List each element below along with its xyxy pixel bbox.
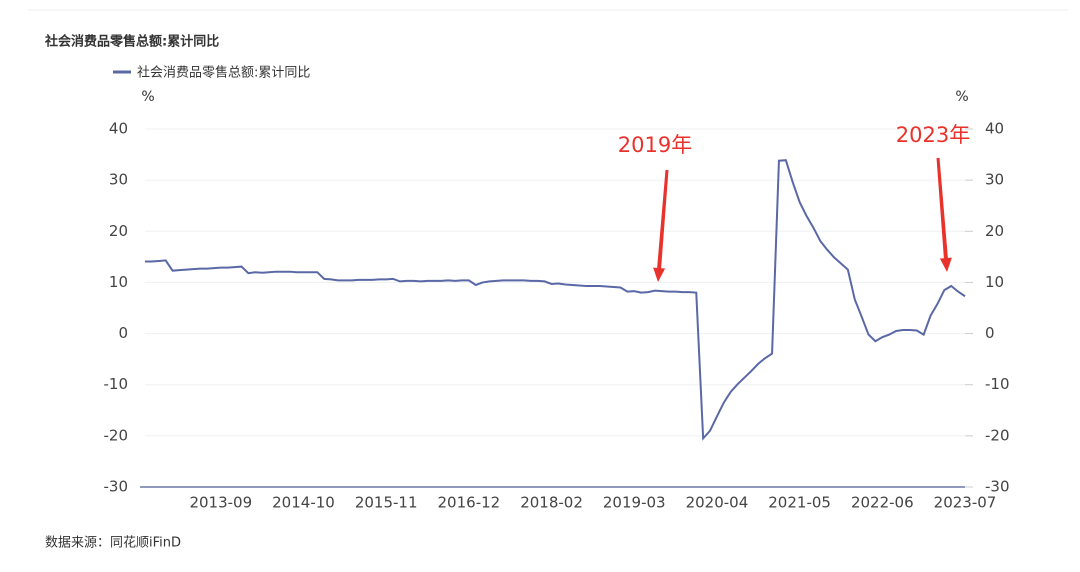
x-tick-label: 2015-11 <box>355 494 418 512</box>
y-tick-label: 20 <box>109 222 128 240</box>
x-tick-label: 2022-06 <box>851 494 914 512</box>
y-tick-label: -20 <box>104 426 129 444</box>
chart-title: 社会消费品零售总额:累计同比 <box>44 34 219 50</box>
annotation: 2023年 <box>896 123 970 147</box>
x-tick-label: 2016-12 <box>438 494 501 512</box>
y2-tick-label: 0 <box>985 324 995 342</box>
x-tick-label: 2023-07 <box>934 494 997 512</box>
y-tick-label: -30 <box>104 478 129 496</box>
y-tick-label: 40 <box>109 120 128 138</box>
y2-tick-label: -30 <box>985 478 1010 496</box>
y-tick-label: 10 <box>109 273 128 291</box>
source: 数据来源：同花顺iFinD <box>45 535 181 551</box>
y-unit: % <box>141 89 154 105</box>
y2-tick-label: -20 <box>985 426 1010 444</box>
x-tick-label: 2014-10 <box>272 494 335 512</box>
y-tick-label: -10 <box>104 375 129 393</box>
x-tick-label: 2013-09 <box>189 494 252 512</box>
x-tick-label: 2018-02 <box>520 494 583 512</box>
line-series <box>145 159 966 441</box>
y-tick-label: 30 <box>109 171 128 189</box>
y2-tick-label: 40 <box>985 120 1004 138</box>
y-tick-label: 0 <box>118 324 128 342</box>
annotation-arrow <box>936 157 952 272</box>
y2-tick-label: 20 <box>985 222 1004 240</box>
y2-tick-label: 10 <box>985 273 1004 291</box>
x-tick-label: 2019-03 <box>603 494 666 512</box>
legend-label: 社会消费品零售总额:累计同比 <box>137 65 310 81</box>
y2-unit: % <box>955 89 968 105</box>
x-tick-label: 2020-04 <box>686 494 749 512</box>
y2-tick-label: -10 <box>985 375 1010 393</box>
annotation-arrow <box>653 169 669 282</box>
x-tick-label: 2021-05 <box>768 494 831 512</box>
annotation: 2019年 <box>618 133 692 157</box>
y2-tick-label: 30 <box>985 171 1004 189</box>
